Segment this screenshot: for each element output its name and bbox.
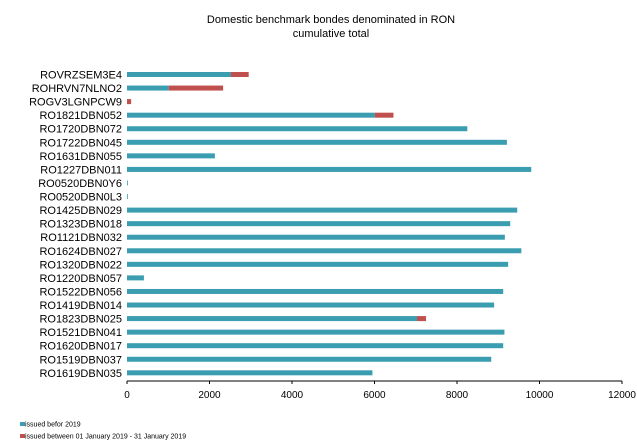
bar-ro1121dbn032-series-0 bbox=[127, 234, 505, 240]
bar-ro1227dbn011-series-0 bbox=[127, 166, 532, 172]
x-tick-label: 2000 bbox=[198, 390, 221, 401]
legend-label-before-2019: issued befor 2019 bbox=[25, 422, 81, 429]
category-label-rovrzsem3e4: ROVRZSEM3E4 bbox=[40, 70, 122, 82]
category-label-ro1425dbn029: RO1425DBN029 bbox=[39, 205, 122, 217]
bar-ro1522dbn056-series-0 bbox=[127, 288, 504, 294]
x-tick-label: 8000 bbox=[446, 390, 469, 401]
bar-ro1624dbn027-series-0 bbox=[127, 248, 522, 254]
x-tick-label: 6000 bbox=[363, 390, 386, 401]
bar-ro1323dbn018-series-0 bbox=[127, 221, 511, 227]
bar-ro0520dbn0y6-series-0 bbox=[127, 180, 128, 186]
category-label-ro1323dbn018: RO1323DBN018 bbox=[39, 219, 122, 231]
bar-ro1821dbn052-series-0 bbox=[127, 112, 375, 118]
bar-ro1220dbn057-series-0 bbox=[127, 275, 144, 281]
bar-ro1425dbn029-series-0 bbox=[127, 207, 518, 213]
category-label-ro1522dbn056: RO1522DBN056 bbox=[39, 286, 122, 298]
bar-ro1519dbn037-series-0 bbox=[127, 356, 492, 362]
bar-rohrvn7nlno2-series-0 bbox=[127, 85, 169, 91]
bar-ro1320dbn022-series-0 bbox=[127, 261, 509, 267]
bar-ro1720dbn072-series-0 bbox=[127, 126, 468, 132]
legend-swatch-before-2019 bbox=[20, 422, 25, 426]
bar-rovrzsem3e4-series-1 bbox=[230, 72, 249, 77]
x-axis-ticks: 0 2000 4000 6000 8000 10000 12000 bbox=[124, 381, 636, 401]
category-label-ro1419dbn014: RO1419DBN014 bbox=[39, 300, 122, 312]
bar-ro1823dbn025-series-1 bbox=[416, 316, 427, 322]
x-tick-label: 0 bbox=[124, 390, 130, 401]
legend-label-jan-2019: issued between 01 January 2019 - 31 Janu… bbox=[25, 434, 186, 441]
bar-rogv3lgnpcw9-series-1 bbox=[127, 99, 132, 105]
bar-ro1823dbn025-series-0 bbox=[127, 316, 417, 322]
category-label-ro1121dbn032: RO1121DBN032 bbox=[40, 232, 122, 244]
category-label-ro0520dbn0y6: RO0520DBN0Y6 bbox=[38, 178, 122, 190]
category-label-ro1624dbn027: RO1624DBN027 bbox=[39, 246, 122, 258]
bar-rovrzsem3e4-series-0 bbox=[127, 72, 231, 77]
bar-ro1521dbn041-series-0 bbox=[127, 329, 505, 335]
category-label-rohrvn7nlno2: ROHRVN7NLNO2 bbox=[32, 83, 122, 95]
x-tick-label: 10000 bbox=[526, 390, 554, 401]
x-tick-label: 12000 bbox=[608, 390, 636, 401]
category-label-ro1821dbn052: RO1821DBN052 bbox=[39, 110, 122, 122]
category-label-ro0520dbn0l3: RO0520DBN0L3 bbox=[39, 192, 122, 204]
legend-swatch-jan-2019 bbox=[20, 434, 25, 438]
bar-ro1631dbn055-series-0 bbox=[127, 153, 215, 159]
chart-subtitle: cumulative total bbox=[293, 28, 369, 40]
category-label-ro1620dbn017: RO1620DBN017 bbox=[39, 341, 122, 353]
bars bbox=[127, 72, 532, 376]
category-label-ro1720dbn072: RO1720DBN072 bbox=[39, 124, 122, 136]
category-label-ro1220dbn057: RO1220DBN057 bbox=[39, 273, 122, 285]
x-tick-label: 4000 bbox=[281, 390, 304, 401]
category-label-ro1722dbn045: RO1722DBN045 bbox=[39, 137, 122, 149]
bar-ro1722dbn045-series-0 bbox=[127, 139, 507, 145]
legend: issued befor 2019 issued between 01 Janu… bbox=[20, 422, 186, 441]
bar-rohrvn7nlno2-series-1 bbox=[168, 85, 224, 91]
category-label-rogv3lgnpcw9: ROGV3LGNPCW9 bbox=[29, 97, 122, 109]
category-label-ro1521dbn041: RO1521DBN041 bbox=[39, 327, 122, 339]
category-label-ro1519dbn037: RO1519DBN037 bbox=[39, 354, 122, 366]
category-labels: ROVRZSEM3E4ROHRVN7NLNO2ROGV3LGNPCW9RO182… bbox=[29, 70, 122, 380]
category-label-ro1619dbn035: RO1619DBN035 bbox=[39, 368, 122, 380]
bar-ro1620dbn017-series-0 bbox=[127, 343, 504, 349]
category-label-ro1823dbn025: RO1823DBN025 bbox=[39, 314, 122, 326]
bar-ro0520dbn0l3-series-0 bbox=[127, 194, 128, 200]
category-label-ro1631dbn055: RO1631DBN055 bbox=[39, 151, 122, 163]
bar-ro1619dbn035-series-0 bbox=[127, 370, 373, 376]
category-label-ro1227dbn011: RO1227DBN011 bbox=[40, 164, 122, 176]
chart-title: Domestic benchmark bondes denominated in… bbox=[207, 14, 455, 26]
bar-ro1419dbn014-series-0 bbox=[127, 302, 495, 308]
bar-ro1821dbn052-series-1 bbox=[374, 112, 394, 118]
category-label-ro1320dbn022: RO1320DBN022 bbox=[39, 259, 122, 271]
